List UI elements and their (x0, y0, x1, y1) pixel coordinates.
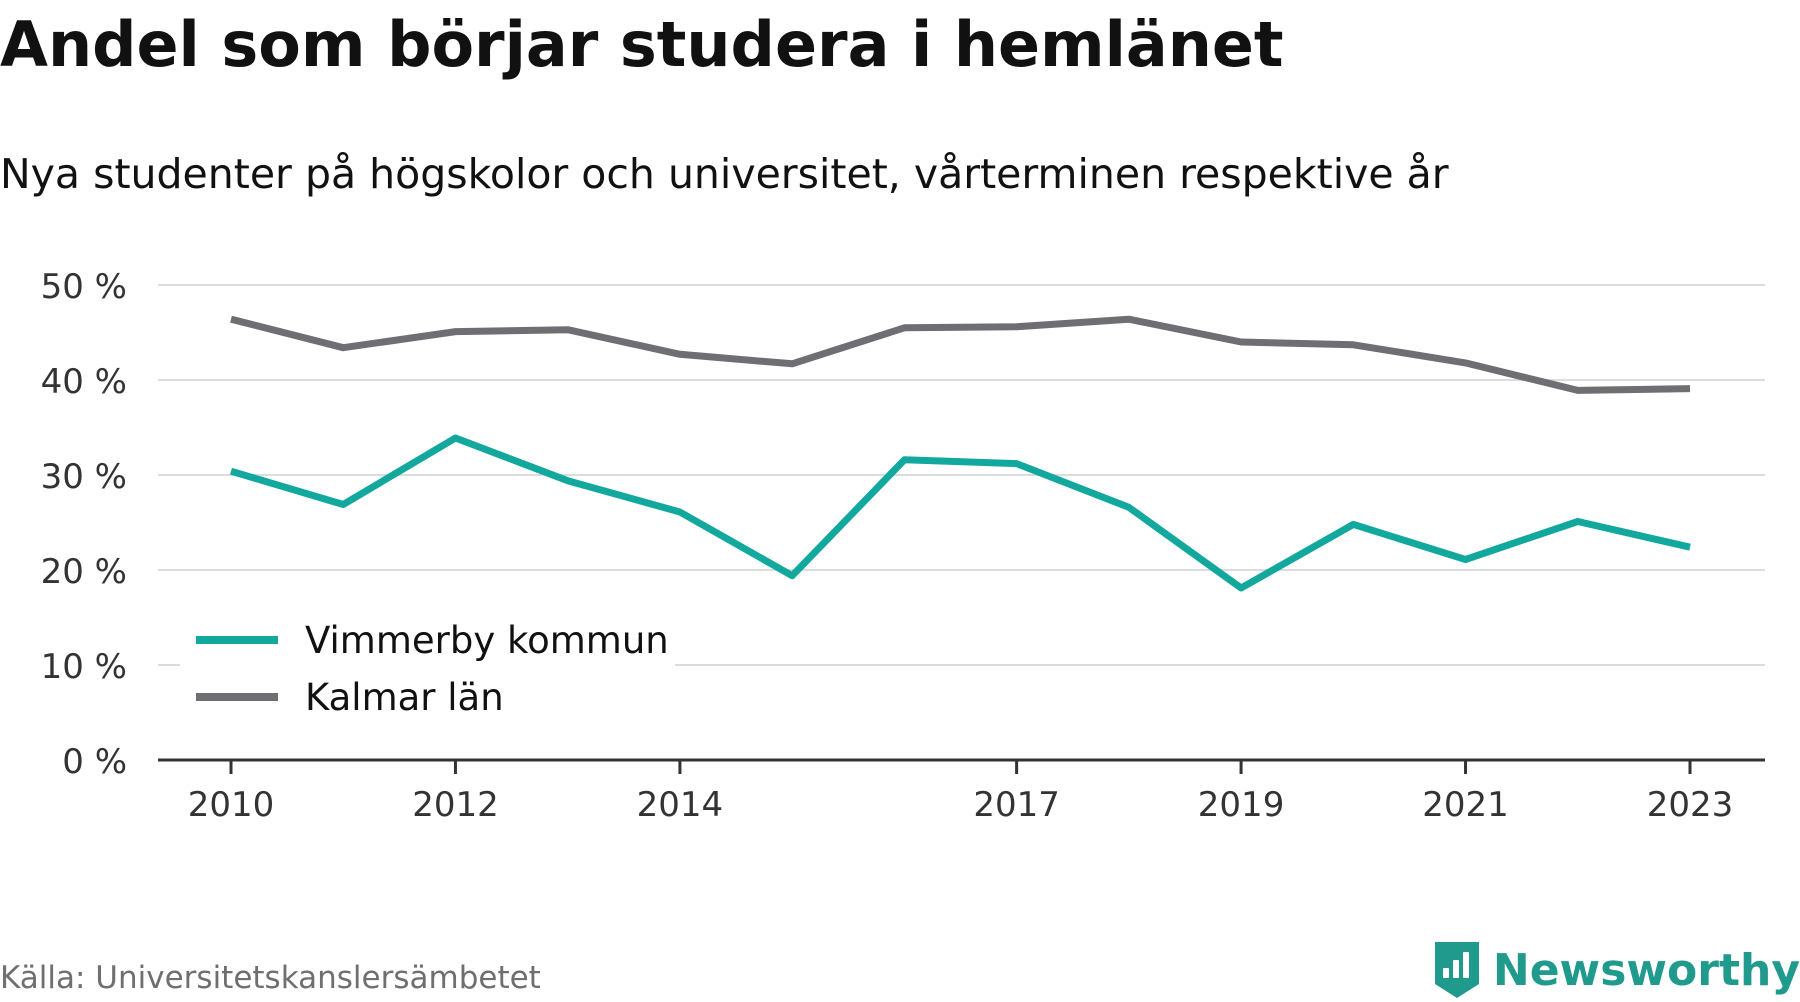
y-tick-label: 10 % (41, 647, 127, 687)
legend-label: Vimmerby kommun (305, 619, 669, 662)
chart-title: Andel som börjar studera i hemlänet (0, 8, 1284, 81)
series-line-kalmar-l-n (230, 315, 1691, 394)
brand-name: Newsworthy (1492, 944, 1800, 996)
y-tick-label: 0 % (62, 742, 127, 782)
y-tick-label: 30 % (41, 457, 127, 497)
series-line-vimmerby-kommun (230, 434, 1691, 592)
series-lines (230, 315, 1691, 592)
x-tick-label: 2021 (1422, 785, 1509, 825)
x-tick-label: 2014 (637, 785, 724, 825)
chart-subtitle: Nya studenter på högskolor och universit… (0, 150, 1449, 198)
x-tick-label: 2010 (188, 785, 275, 825)
y-tick-label: 20 % (41, 552, 127, 592)
source-note: Källa: Universitetskanslersämbetet (0, 960, 541, 996)
y-tick-label: 40 % (41, 362, 127, 402)
x-tick-label: 2019 (1198, 785, 1285, 825)
newsworthy-logo-icon (1434, 942, 1479, 998)
legend: Vimmerby kommun Kalmar län (180, 605, 675, 730)
legend-label: Kalmar län (305, 676, 504, 719)
legend-background (180, 605, 675, 730)
y-axis-ticks: 0 % 10 % 20 % 30 % 40 % 50 % (41, 267, 127, 782)
x-tick-label: 2012 (412, 785, 499, 825)
x-axis-ticks: 2010 2012 2014 2017 2019 2021 2023 (188, 760, 1734, 825)
y-tick-label: 50 % (41, 267, 127, 307)
x-tick-label: 2023 (1647, 785, 1734, 825)
x-tick-label: 2017 (973, 785, 1060, 825)
brand-logo: Newsworthy (1431, 938, 1800, 1002)
